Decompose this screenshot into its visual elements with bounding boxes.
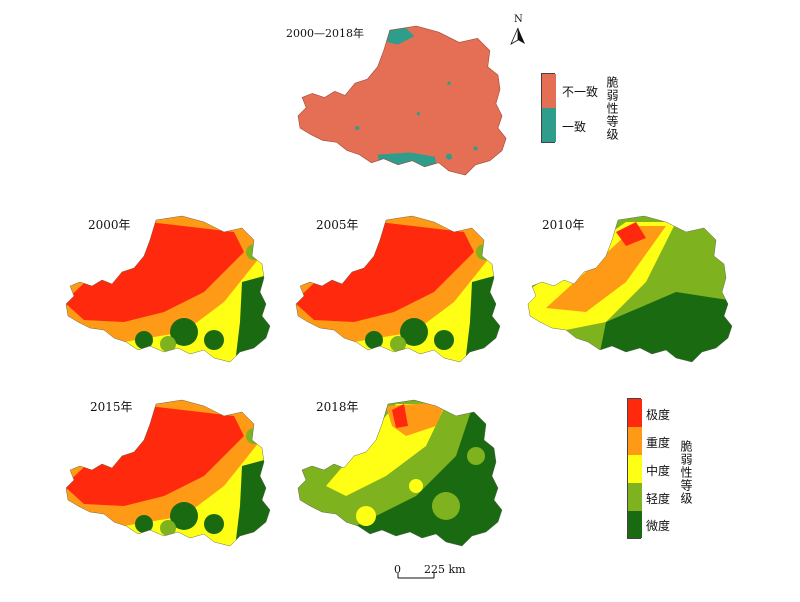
- panel-label-2005: 2005年: [316, 218, 359, 232]
- map-2010: [527, 215, 733, 363]
- consistency-map: [297, 25, 507, 176]
- legend-swatch-moderate: [628, 455, 642, 483]
- panel-label-2018: 2018年: [316, 400, 359, 414]
- legend-swatch-consistent: [542, 108, 556, 142]
- legend-label-inconsistent: 不一致: [562, 85, 599, 99]
- legend-label-light: 轻度: [646, 492, 671, 506]
- scale-zero-label: 0: [394, 563, 401, 576]
- legend-label-moderate: 中度: [646, 464, 671, 478]
- panel-label-2000: 2000年: [88, 218, 131, 232]
- map-2000: [65, 215, 271, 363]
- panel-label-2010: 2010年: [542, 218, 585, 232]
- legend-label-severe: 重度: [646, 436, 671, 450]
- legend-swatch-severe: [628, 427, 642, 455]
- consistency-legend-swatch: [541, 73, 556, 143]
- scale-value-label: 225 km: [424, 563, 466, 576]
- north-arrow-icon: [510, 27, 525, 45]
- north-label: N: [514, 14, 523, 25]
- legend-label-slight: 微度: [646, 519, 671, 533]
- top-map-label: 2000—2018年: [286, 27, 364, 40]
- vulnerability-legend-title: 脆弱性等级: [679, 440, 693, 505]
- legend-swatch-inconsistent: [542, 74, 556, 108]
- vulnerability-legend-swatch: [627, 398, 642, 539]
- legend-label-consistent: 一致: [562, 120, 587, 134]
- legend-swatch-slight: [628, 511, 642, 538]
- consistency-legend-title: 脆弱性等级: [605, 76, 619, 141]
- scale-bar: [397, 573, 435, 579]
- map-2005: [295, 215, 501, 363]
- legend-swatch-light: [628, 483, 642, 511]
- legend-label-extreme: 极度: [646, 408, 671, 422]
- map-2015: [65, 399, 271, 547]
- legend-swatch-extreme: [628, 399, 642, 427]
- map-2018: [297, 399, 503, 547]
- panel-label-2015: 2015年: [90, 400, 133, 414]
